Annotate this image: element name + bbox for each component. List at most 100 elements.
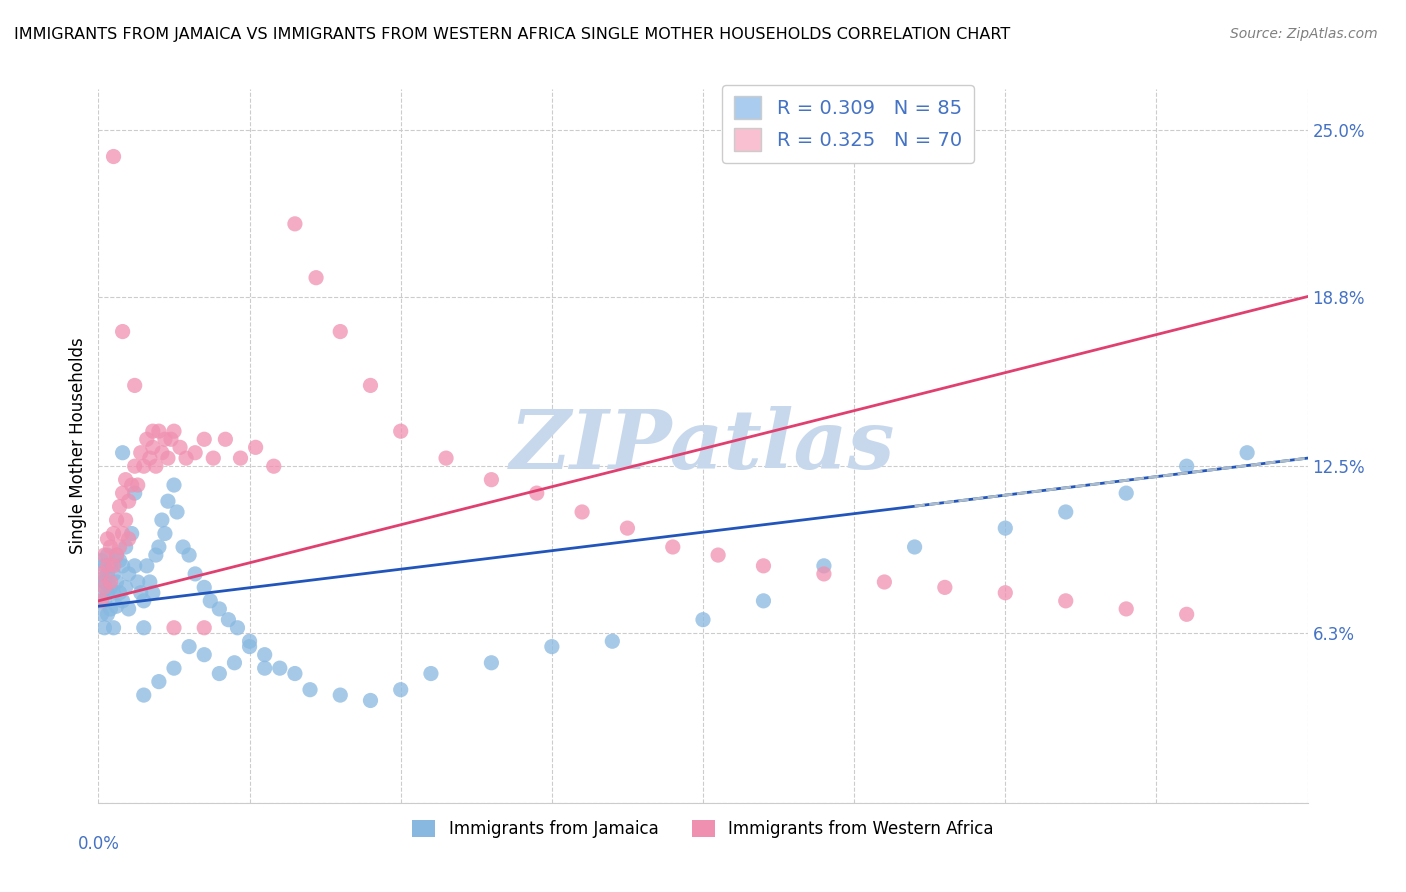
Point bbox=[100, 574, 122, 589]
Point bbox=[193, 648, 215, 662]
Point bbox=[90, 586, 112, 600]
Point bbox=[96, 558, 118, 573]
Point bbox=[142, 424, 165, 438]
Point bbox=[105, 548, 128, 562]
Point bbox=[1115, 486, 1137, 500]
Point bbox=[135, 432, 157, 446]
Point bbox=[481, 473, 503, 487]
Point bbox=[329, 688, 352, 702]
Point bbox=[156, 494, 179, 508]
Y-axis label: Single Mother Households: Single Mother Households bbox=[69, 338, 87, 554]
Point bbox=[148, 540, 170, 554]
Point bbox=[1115, 602, 1137, 616]
Point bbox=[124, 459, 146, 474]
Point bbox=[118, 494, 141, 508]
Point bbox=[90, 566, 112, 581]
Point bbox=[253, 648, 276, 662]
Point bbox=[111, 526, 134, 541]
Point bbox=[96, 548, 118, 562]
Point bbox=[208, 666, 231, 681]
Point bbox=[752, 594, 775, 608]
Point bbox=[90, 594, 112, 608]
Point bbox=[193, 580, 215, 594]
Point bbox=[93, 594, 115, 608]
Point bbox=[142, 441, 165, 455]
Point bbox=[813, 558, 835, 573]
Point bbox=[239, 634, 262, 648]
Point bbox=[145, 548, 167, 562]
Point bbox=[118, 566, 141, 581]
Point bbox=[420, 666, 443, 681]
Point bbox=[111, 486, 134, 500]
Point bbox=[253, 661, 276, 675]
Point bbox=[163, 478, 186, 492]
Point bbox=[284, 217, 307, 231]
Point bbox=[994, 521, 1017, 535]
Point bbox=[299, 682, 322, 697]
Point bbox=[132, 621, 155, 635]
Point bbox=[132, 594, 155, 608]
Point bbox=[132, 688, 155, 702]
Point bbox=[193, 621, 215, 635]
Point bbox=[124, 486, 146, 500]
Point bbox=[1054, 505, 1077, 519]
Point bbox=[602, 634, 624, 648]
Point bbox=[129, 446, 152, 460]
Point bbox=[1175, 607, 1198, 622]
Point bbox=[108, 540, 131, 554]
Point bbox=[103, 149, 125, 163]
Point bbox=[135, 558, 157, 573]
Text: Source: ZipAtlas.com: Source: ZipAtlas.com bbox=[1230, 27, 1378, 41]
Point bbox=[93, 621, 115, 635]
Point bbox=[184, 566, 207, 581]
Point bbox=[224, 656, 246, 670]
Point bbox=[540, 640, 562, 654]
Point bbox=[200, 594, 222, 608]
Point bbox=[1175, 459, 1198, 474]
Point bbox=[434, 451, 457, 466]
Point bbox=[93, 580, 115, 594]
Point bbox=[100, 540, 122, 554]
Point bbox=[169, 441, 191, 455]
Point bbox=[100, 558, 122, 573]
Point bbox=[229, 451, 252, 466]
Point bbox=[108, 500, 131, 514]
Point bbox=[184, 446, 207, 460]
Point bbox=[93, 548, 115, 562]
Point bbox=[93, 574, 115, 589]
Point bbox=[284, 666, 307, 681]
Point bbox=[96, 532, 118, 546]
Point bbox=[103, 526, 125, 541]
Point bbox=[108, 586, 131, 600]
Point bbox=[172, 540, 194, 554]
Text: IMMIGRANTS FROM JAMAICA VS IMMIGRANTS FROM WESTERN AFRICA SINGLE MOTHER HOUSEHOL: IMMIGRANTS FROM JAMAICA VS IMMIGRANTS FR… bbox=[14, 27, 1011, 42]
Point bbox=[103, 586, 125, 600]
Point bbox=[934, 580, 956, 594]
Point bbox=[114, 580, 136, 594]
Point bbox=[873, 574, 896, 589]
Point bbox=[114, 540, 136, 554]
Point bbox=[114, 473, 136, 487]
Point bbox=[360, 378, 382, 392]
Point bbox=[179, 548, 201, 562]
Point bbox=[217, 613, 239, 627]
Point bbox=[103, 566, 125, 581]
Point bbox=[127, 574, 149, 589]
Point bbox=[214, 432, 236, 446]
Point bbox=[103, 558, 125, 573]
Point bbox=[108, 553, 131, 567]
Point bbox=[118, 532, 141, 546]
Text: 0.0%: 0.0% bbox=[77, 835, 120, 853]
Point bbox=[202, 451, 225, 466]
Point bbox=[96, 566, 118, 581]
Point bbox=[813, 566, 835, 581]
Point bbox=[90, 553, 112, 567]
Point bbox=[269, 661, 291, 675]
Point bbox=[616, 521, 638, 535]
Point bbox=[111, 446, 134, 460]
Point bbox=[124, 558, 146, 573]
Point bbox=[174, 451, 197, 466]
Point bbox=[571, 505, 593, 519]
Point bbox=[139, 574, 162, 589]
Point bbox=[142, 586, 165, 600]
